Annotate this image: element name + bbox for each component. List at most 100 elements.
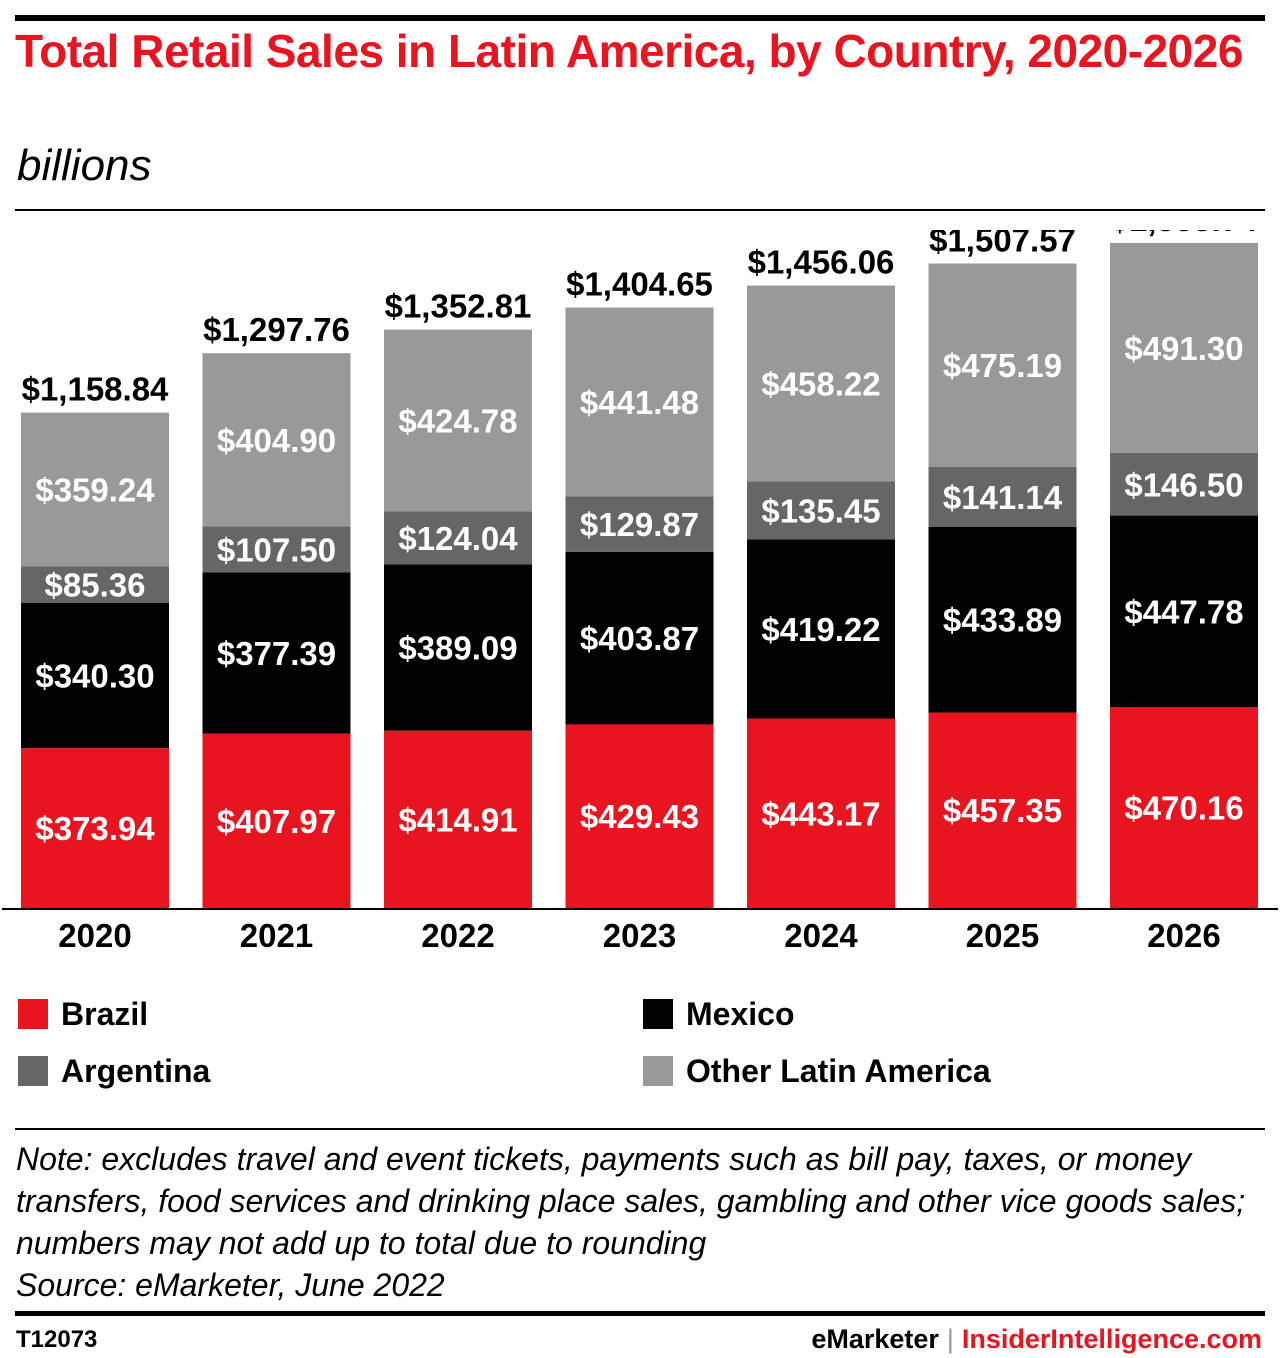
total-label-2021: $1,297.76	[203, 311, 350, 348]
legend-label-argentina: Argentina	[61, 1052, 211, 1089]
bar-segment-brazil-2021	[202, 733, 351, 908]
bar-segment-brazil-2020	[21, 748, 169, 908]
legend-swatch-brazil	[18, 999, 48, 1029]
bar-segment-argentina-2020	[21, 566, 169, 603]
bar-stack-2026: $470.16 $447.78 $146.50 $491.30 $1,555.74	[1110, 230, 1258, 908]
data-label-mexico-2024: $419.22	[761, 611, 880, 648]
legend-item-other-latin-america: Other Latin America	[643, 1051, 991, 1091]
bar-segment-other-latin-america-2025	[928, 263, 1077, 467]
data-label-argentina-2023: $129.87	[580, 506, 699, 543]
data-label-argentina-2022: $124.04	[398, 520, 518, 557]
data-label-brazil-2023: $429.43	[580, 798, 699, 835]
bar-segment-other-latin-america-2026	[1110, 242, 1258, 453]
data-label-other-latin-america-2025: $475.19	[943, 347, 1062, 384]
data-label-brazil-2026: $470.16	[1124, 790, 1243, 827]
bar-segment-argentina-2021	[202, 526, 351, 573]
data-label-other-latin-america-2022: $424.78	[398, 402, 517, 439]
data-label-brazil-2020: $373.94	[35, 810, 155, 847]
total-label-2025: $1,507.57	[929, 230, 1076, 259]
note-text: Note: excludes travel and event tickets,…	[16, 1141, 1246, 1261]
chart-title: Total Retail Sales in Latin America, by …	[15, 25, 1243, 77]
x-tick-label-2026: 2026	[1147, 917, 1220, 954]
bar-segment-mexico-2026	[1110, 515, 1258, 708]
legend-label-mexico: Mexico	[686, 995, 795, 1032]
bar-segment-mexico-2020	[21, 602, 169, 749]
total-label-2023: $1,404.65	[566, 266, 713, 303]
legend-item-mexico: Mexico	[643, 994, 794, 1034]
data-label-argentina-2020: $85.36	[45, 566, 146, 603]
bar-segment-brazil-2026	[1110, 707, 1258, 908]
bottom-rule	[15, 1311, 1265, 1316]
legend-divider	[15, 1128, 1265, 1130]
total-label-2022: $1,352.81	[385, 288, 532, 325]
legend-swatch-argentina	[18, 1056, 48, 1086]
x-tick-labels: 2020 2021 2022 2023 2024 2025 2026	[58, 917, 1220, 954]
x-tick-label-2024: 2024	[784, 917, 858, 954]
note-block: Note: excludes travel and event tickets,…	[16, 1138, 1266, 1306]
data-label-mexico-2020: $340.30	[35, 657, 154, 694]
x-tick-label-2025: 2025	[966, 917, 1039, 954]
total-label-2020: $1,158.84	[22, 371, 169, 408]
bar-segment-mexico-2023	[565, 551, 714, 725]
bar-segment-other-latin-america-2021	[202, 353, 351, 527]
data-label-brazil-2022: $414.91	[398, 801, 517, 838]
bar-stack-2021: $407.97 $377.39 $107.50 $404.90 $1,297.76	[202, 311, 351, 908]
data-label-mexico-2023: $403.87	[580, 620, 699, 657]
data-label-mexico-2025: $433.89	[943, 602, 1062, 639]
bar-segment-argentina-2022	[384, 511, 532, 565]
bar-segment-other-latin-america-2020	[21, 412, 169, 567]
legend-label-other-latin-america: Other Latin America	[686, 1052, 991, 1089]
legend-swatch-other-latin-america	[643, 1056, 673, 1086]
legend-label-brazil: Brazil	[61, 995, 149, 1032]
bar-segment-argentina-2023	[565, 496, 714, 552]
data-label-mexico-2026: $447.78	[1124, 593, 1243, 630]
data-label-other-latin-america-2023: $441.48	[580, 384, 699, 421]
data-label-brazil-2025: $457.35	[943, 792, 1062, 829]
bar-segment-argentina-2024	[747, 481, 895, 540]
data-label-other-latin-america-2024: $458.22	[761, 365, 880, 402]
total-label-2024: $1,456.06	[748, 244, 895, 281]
bar-stack-2024: $443.17 $419.22 $135.45 $458.22 $1,456.06	[747, 244, 895, 908]
data-label-mexico-2022: $389.09	[398, 629, 517, 666]
data-label-other-latin-america-2020: $359.24	[35, 471, 155, 508]
chart-subtitle: billions	[17, 141, 152, 190]
legend-item-brazil: Brazil	[18, 994, 148, 1034]
data-label-argentina-2024: $135.45	[761, 492, 880, 529]
total-label-2026: $1,555.74	[1111, 230, 1258, 238]
bar-segment-mexico-2025	[928, 526, 1077, 713]
bar-segment-other-latin-america-2022	[384, 329, 532, 512]
bar-segment-mexico-2024	[747, 539, 895, 719]
source-text: Source: eMarketer, June 2022	[16, 1267, 445, 1303]
bar-stack-2022: $414.91 $389.09 $124.04 $424.78 $1,352.81	[384, 288, 532, 908]
bar-segment-mexico-2022	[384, 564, 532, 731]
data-label-brazil-2021: $407.97	[217, 803, 336, 840]
bar-segment-brazil-2025	[928, 712, 1077, 908]
bar-segment-argentina-2026	[1110, 452, 1258, 516]
bar-stack-2020: $373.94 $340.30 $85.36 $359.24 $1,158.84	[21, 371, 169, 908]
x-tick-label-2021: 2021	[240, 917, 313, 954]
title-divider	[15, 209, 1265, 211]
stacked-bar-chart: $373.94 $340.30 $85.36 $359.24 $1,158.84 $407…	[2, 230, 1278, 954]
legend-swatch-mexico	[643, 999, 673, 1029]
x-tick-label-2022: 2022	[421, 917, 494, 954]
chart-id: T12073	[16, 1326, 98, 1353]
brand-insider-intelligence: InsiderIntelligence.com	[961, 1324, 1262, 1354]
x-tick-label-2023: 2023	[603, 917, 676, 954]
bar-stack-2025: $457.35 $433.89 $141.14 $475.19 $1,507.57	[928, 230, 1077, 908]
top-rule	[15, 15, 1265, 21]
bar-segment-other-latin-america-2023	[565, 307, 714, 497]
data-label-brazil-2024: $443.17	[761, 795, 880, 832]
bar-segment-brazil-2022	[384, 730, 532, 908]
data-label-argentina-2025: $141.14	[943, 479, 1063, 516]
bars-group: $373.94 $340.30 $85.36 $359.24 $1,158.84 $407…	[21, 230, 1258, 908]
bar-segment-other-latin-america-2024	[747, 285, 895, 482]
data-label-other-latin-america-2026: $491.30	[1124, 330, 1243, 367]
bar-segment-argentina-2025	[928, 466, 1077, 527]
data-label-argentina-2021: $107.50	[217, 531, 336, 568]
data-label-argentina-2026: $146.50	[1124, 466, 1243, 503]
data-label-mexico-2021: $377.39	[217, 635, 336, 672]
bar-segment-mexico-2021	[202, 572, 351, 734]
footer-brand: eMarketer | InsiderIntelligence.com	[811, 1324, 1262, 1355]
bar-segment-brazil-2024	[747, 718, 895, 908]
x-tick-label-2020: 2020	[58, 917, 131, 954]
